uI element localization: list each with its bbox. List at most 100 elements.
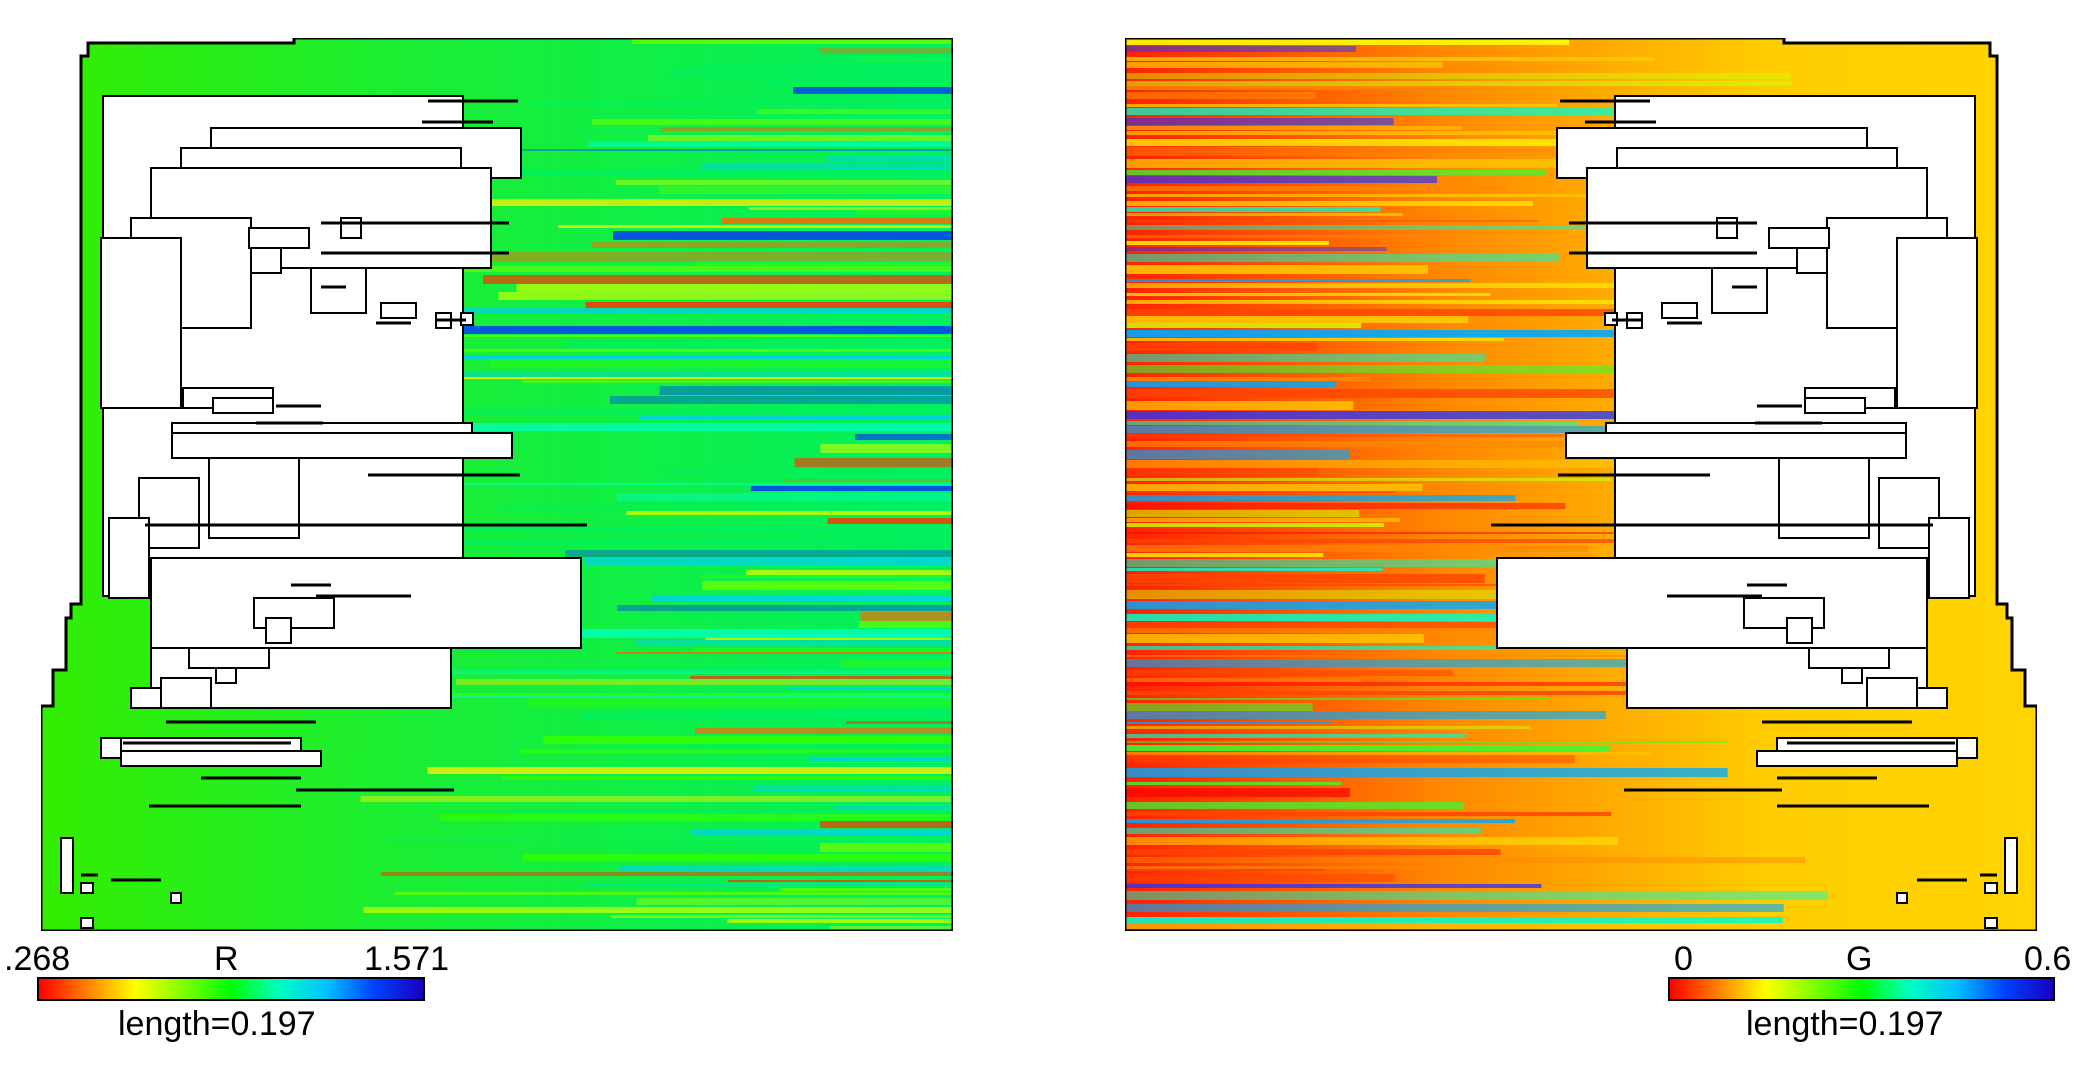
field-streak bbox=[1125, 866, 1450, 869]
colorbar-right-max: 0.6 bbox=[2024, 940, 2072, 978]
field-streak bbox=[1125, 213, 1403, 216]
field-streak bbox=[820, 444, 953, 453]
field-streak bbox=[1125, 539, 1684, 543]
field-streak bbox=[453, 266, 953, 272]
domain-outline bbox=[1125, 38, 2037, 931]
domain-outline bbox=[41, 38, 953, 931]
colorbar-left-max: 1.571 bbox=[364, 940, 450, 978]
field-streak bbox=[1125, 411, 1625, 419]
field-streak bbox=[827, 518, 953, 524]
r-field-plot bbox=[41, 38, 953, 931]
field-streak bbox=[756, 109, 953, 114]
field-streak bbox=[409, 670, 953, 674]
field-streak bbox=[592, 242, 953, 248]
field-streak bbox=[1125, 108, 1663, 115]
field-streak bbox=[846, 721, 953, 724]
field-streak bbox=[1125, 510, 1360, 517]
field-streak bbox=[1125, 426, 1703, 433]
colorbar-right-title: G bbox=[1846, 940, 1873, 978]
domain-hole bbox=[100, 237, 182, 409]
field-streak bbox=[695, 728, 953, 734]
colorbar-left-gradient bbox=[37, 977, 425, 1001]
field-streak bbox=[789, 688, 953, 690]
field-streak bbox=[1125, 343, 1318, 351]
field-streak bbox=[1125, 225, 1794, 230]
field-streak bbox=[635, 640, 953, 646]
field-streak bbox=[610, 915, 953, 918]
field-streak bbox=[1125, 726, 1531, 729]
field-streak bbox=[1125, 104, 1558, 107]
field-streak bbox=[1125, 450, 1350, 459]
field-streak bbox=[516, 284, 953, 292]
field-streak bbox=[1125, 503, 1566, 509]
field-streak bbox=[588, 141, 953, 147]
domain-hole bbox=[215, 667, 237, 684]
panel-left-r-field bbox=[41, 38, 953, 931]
field-streak bbox=[416, 408, 953, 415]
domain-hole bbox=[1896, 892, 1908, 904]
field-streak bbox=[1125, 365, 1843, 373]
field-streak bbox=[701, 164, 953, 169]
field-streak bbox=[1125, 891, 1829, 900]
field-streak bbox=[1125, 247, 1387, 251]
field-streak bbox=[1125, 194, 1762, 197]
field-streak bbox=[1125, 819, 1515, 823]
field-streak bbox=[1125, 401, 1354, 410]
field-streak bbox=[698, 64, 953, 66]
field-streak bbox=[584, 558, 953, 565]
colorbar-left-caption: length=0.197 bbox=[118, 1005, 316, 1043]
field-streak bbox=[1125, 279, 1471, 282]
field-streak bbox=[376, 372, 953, 377]
field-streak bbox=[591, 119, 953, 125]
field-streak bbox=[652, 595, 953, 602]
field-streak bbox=[1125, 468, 1319, 476]
field-streak bbox=[447, 629, 953, 638]
field-streak bbox=[565, 550, 953, 557]
field-streak bbox=[609, 396, 953, 404]
domain-hole bbox=[100, 737, 122, 759]
field-streak bbox=[1125, 584, 1723, 586]
field-streak bbox=[483, 275, 953, 284]
colorbar-left-min: .268 bbox=[4, 940, 71, 978]
field-streak bbox=[1125, 478, 1611, 481]
field-streak bbox=[415, 696, 953, 698]
field-streak bbox=[794, 458, 953, 467]
field-streak bbox=[1125, 495, 1516, 501]
domain-hole bbox=[1928, 517, 1970, 599]
field-streak bbox=[1125, 634, 1424, 643]
field-streak bbox=[782, 479, 953, 481]
field-streak bbox=[585, 302, 953, 308]
domain-hole bbox=[120, 750, 322, 767]
domain-hole bbox=[380, 302, 417, 319]
domain-hole bbox=[1786, 617, 1813, 644]
field-streak bbox=[857, 210, 953, 215]
domain-hole bbox=[2004, 837, 2018, 894]
field-streak bbox=[1125, 176, 1437, 183]
field-streak bbox=[1125, 722, 1333, 724]
field-streak bbox=[1125, 131, 1611, 135]
field-streak bbox=[1125, 869, 1325, 871]
field-streak bbox=[626, 511, 953, 515]
field-streak bbox=[1125, 159, 1679, 168]
domain-hole bbox=[1661, 302, 1698, 319]
field-streak bbox=[748, 207, 953, 210]
field-streak bbox=[663, 467, 953, 474]
field-streak bbox=[1125, 691, 1745, 695]
field-streak bbox=[501, 776, 953, 780]
field-streak bbox=[1125, 874, 1395, 882]
field-streak bbox=[1125, 170, 1546, 175]
field-streak bbox=[1125, 381, 1336, 387]
domain-hole bbox=[130, 687, 162, 709]
field-streak bbox=[385, 483, 953, 485]
field-streak bbox=[440, 349, 953, 352]
field-streak bbox=[1125, 734, 1466, 738]
field-streak bbox=[363, 907, 953, 913]
field-streak bbox=[1125, 265, 1428, 274]
field-streak bbox=[1125, 434, 1726, 437]
field-streak bbox=[1125, 338, 1505, 341]
field-streak bbox=[829, 926, 953, 931]
field-streak bbox=[693, 648, 953, 652]
field-streak bbox=[522, 380, 953, 383]
field-streak bbox=[564, 341, 953, 347]
domain-hole bbox=[1756, 750, 1958, 767]
